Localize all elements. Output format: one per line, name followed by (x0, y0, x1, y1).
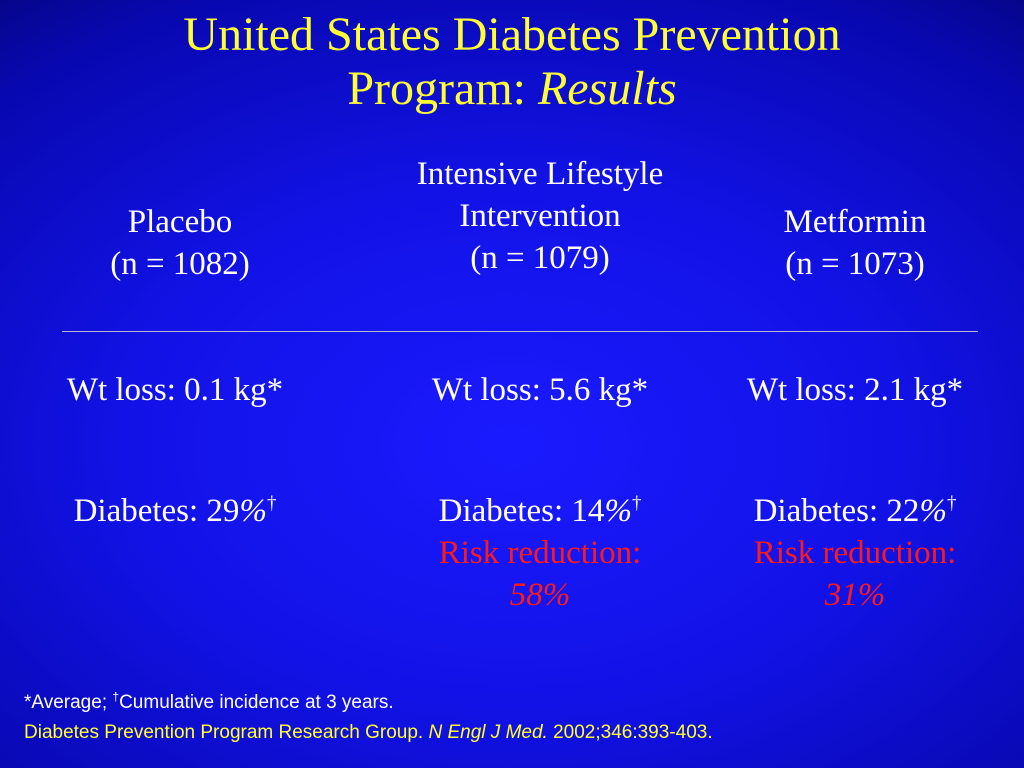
header-lifestyle-line2: Intervention (459, 198, 621, 234)
header-lifestyle-line1: Intensive Lifestyle (416, 156, 664, 192)
header-metformin-name: Metformin (783, 204, 927, 240)
weight-loss-placebo: Wt loss: 0.1 kg* (66, 372, 284, 408)
diabetes-placebo: Diabetes: 29%† (30, 490, 320, 532)
diabetes-metformin-line: Diabetes: 22%† (710, 490, 1000, 532)
citation: Diabetes Prevention Program Research Gro… (24, 718, 713, 748)
citation-prefix: Diabetes Prevention Program Research Gro… (24, 722, 429, 743)
diabetes-placebo-mark: † (266, 493, 277, 514)
risk-reduction-metformin-label: Risk reduction: (753, 535, 957, 571)
header-lifestyle-n: (n = 1079) (470, 240, 610, 276)
header-lifestyle: Intensive Lifestyle Intervention (n = 10… (370, 153, 710, 279)
diabetes-placebo-label: Diabetes: 29 (73, 493, 240, 529)
slide-title: United States Diabetes Prevention Progra… (0, 8, 1024, 116)
footnote-note-prefix: *Average; (24, 692, 113, 713)
slide-title-line2: Program: Results (0, 62, 1024, 116)
diabetes-metformin: Diabetes: 22%† Risk reduction: 31% (710, 490, 1000, 616)
header-metformin: Metformin (n = 1073) (740, 201, 970, 285)
citation-journal: N Engl J Med. (428, 722, 548, 743)
header-placebo-name: Placebo (127, 204, 233, 240)
header-placebo: Placebo (n = 1082) (60, 201, 300, 285)
header-placebo-n: (n = 1082) (110, 246, 250, 282)
diabetes-lifestyle-mark: † (631, 493, 642, 514)
risk-reduction-lifestyle-value: 58% (509, 577, 571, 613)
footnote: *Average; †Cumulative incidence at 3 yea… (24, 688, 713, 748)
diabetes-placebo-line: Diabetes: 29%† (30, 490, 320, 532)
weight-loss-metformin: Wt loss: 2.1 kg* (746, 372, 964, 408)
diabetes-metformin-pct: % (919, 493, 947, 529)
weight-loss-lifestyle: Wt loss: 5.6 kg* (431, 372, 649, 408)
footnote-note-text: Cumulative incidence at 3 years. (119, 692, 394, 713)
diabetes-lifestyle-pct: % (604, 493, 632, 529)
slide-title-line1: United States Diabetes Prevention (183, 8, 841, 61)
header-divider (62, 331, 978, 332)
diabetes-placebo-pct: % (239, 493, 267, 529)
slide-title-prefix: Program: (347, 62, 526, 115)
footnote-note: *Average; †Cumulative incidence at 3 yea… (24, 688, 713, 718)
risk-reduction-lifestyle-label: Risk reduction: (438, 535, 642, 571)
diabetes-lifestyle: Diabetes: 14%† Risk reduction: 58% (395, 490, 685, 616)
diabetes-metformin-label: Diabetes: 22 (753, 493, 920, 529)
citation-suffix: 2002;346:393-403. (547, 722, 713, 743)
header-metformin-n: (n = 1073) (785, 246, 925, 282)
diabetes-lifestyle-label: Diabetes: 14 (438, 493, 605, 529)
slide-title-italic: Results (537, 62, 677, 115)
footnote-dagger: † (112, 689, 120, 704)
risk-reduction-metformin-value: 31% (824, 577, 886, 613)
diabetes-lifestyle-line: Diabetes: 14%† (395, 490, 685, 532)
diabetes-metformin-mark: † (946, 493, 957, 514)
